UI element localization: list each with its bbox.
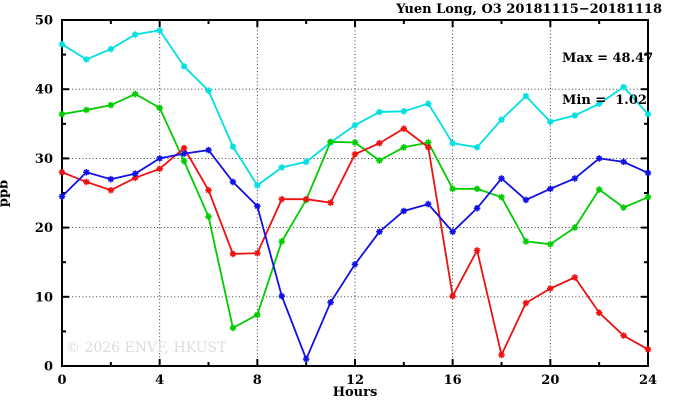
y-tick-label: 20 [35,221,53,236]
blue-series-markers [58,146,652,363]
watermark: © 2026 ENVF, HKUST [66,340,227,356]
blue-series [58,146,652,363]
y-axis-label: ppb [0,179,12,208]
y-tick-label: 40 [35,83,53,98]
x-tick-label: 12 [346,373,364,388]
max-value-label: Max = 48.47 [562,51,654,66]
x-axis-label: Hours [332,385,378,400]
cyan-series-line [61,29,649,187]
red-series [58,125,652,359]
y-tick-label: 10 [35,290,53,305]
y-tick-label: 30 [35,152,53,167]
x-tick-label: 0 [57,373,66,388]
red-series-markers [58,125,652,359]
x-tick-label: 4 [155,373,164,388]
y-tick-label: 50 [35,14,53,29]
green-series-markers [58,90,652,332]
tick-labels: 0 10 20 30 40 50 0 4 8 12 16 20 24 [35,14,657,389]
min-value-label: Min = 1.02 [562,93,647,108]
axis-ticks [61,19,649,367]
x-tick-label: 8 [253,373,262,388]
green-series [58,90,652,332]
gridlines [62,20,648,366]
x-tick-label: 24 [639,373,657,388]
stats-annotation: Max = 48.47 Min = 1.02 [562,24,653,136]
y-tick-label: 0 [44,360,53,375]
chart-title: Yuen Long, O3 20181115−20181118 [396,2,662,17]
x-tick-label: 20 [541,373,559,388]
x-tick-label: 16 [444,373,462,388]
